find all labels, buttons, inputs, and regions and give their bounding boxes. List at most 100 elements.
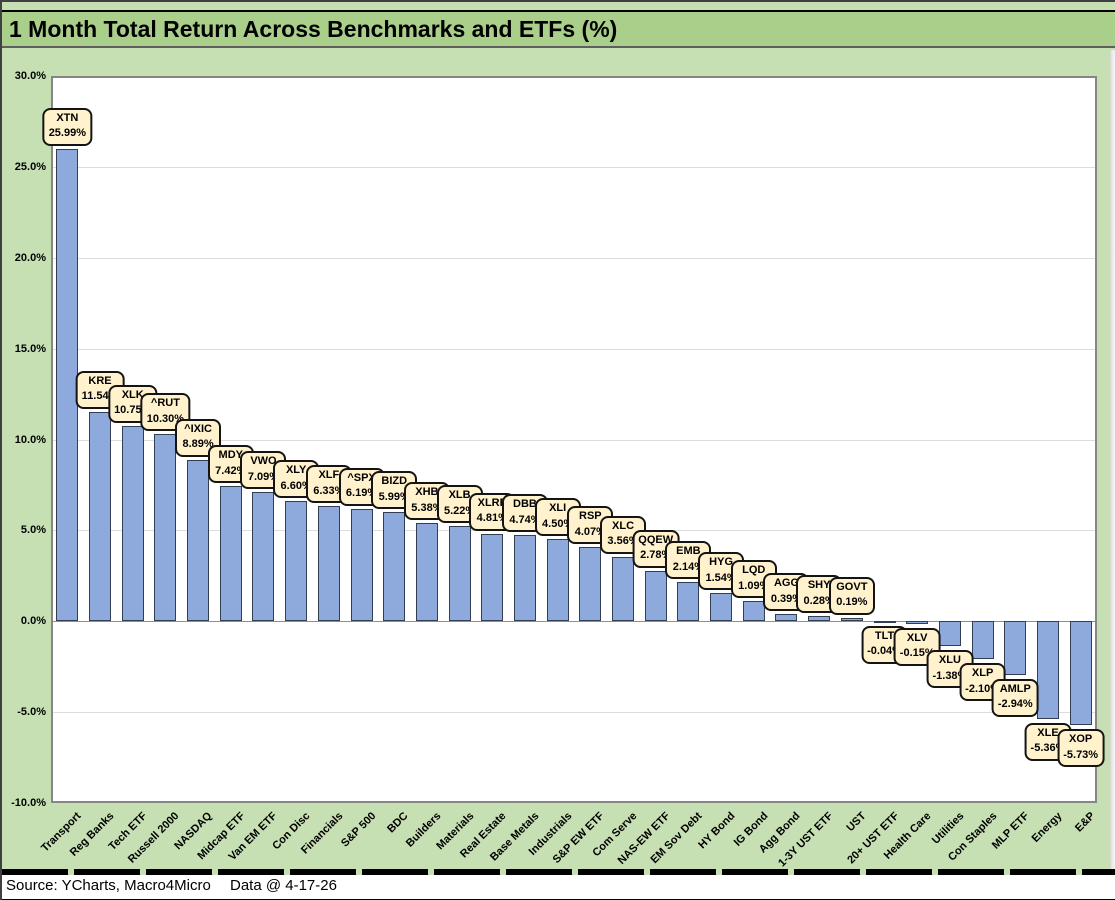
zero-axis-line bbox=[53, 621, 1095, 622]
footer-row: Source: YCharts, Macro4Micro Data @ 4-17… bbox=[2, 875, 1115, 899]
data-callout-GOVT: GOVT 0.19% bbox=[828, 576, 875, 615]
y-axis-tick-label: -10.0% bbox=[11, 797, 46, 809]
callout-value: 6.33% bbox=[313, 484, 345, 497]
callout-value: 2.78% bbox=[640, 549, 672, 562]
callout-value: 1.09% bbox=[738, 579, 770, 592]
y-axis-tick-label: 30.0% bbox=[14, 70, 46, 82]
bar-XLF bbox=[317, 506, 340, 622]
callout-value: -5.36% bbox=[1030, 742, 1066, 755]
bar-QQEW bbox=[644, 570, 667, 622]
callout-value: 1.54% bbox=[705, 571, 737, 584]
callout-ticker: HYG bbox=[709, 556, 734, 569]
callout-ticker: XLY bbox=[285, 464, 307, 477]
callout-ticker: RSP bbox=[579, 510, 602, 523]
y-axis-tick-label: 10.0% bbox=[14, 433, 46, 446]
gridline bbox=[53, 167, 1095, 168]
bar-KRE bbox=[89, 411, 112, 622]
callout-ticker: ^SPX bbox=[347, 471, 376, 484]
callout-ticker: XTN bbox=[56, 111, 79, 124]
bar-LQD bbox=[742, 601, 765, 622]
callout-value: 6.60% bbox=[280, 479, 312, 492]
bar-VWO bbox=[252, 492, 275, 622]
callout-ticker: EMB bbox=[676, 545, 701, 558]
bar-XLY bbox=[285, 501, 308, 622]
callout-ticker: XLV bbox=[906, 631, 928, 644]
callout-value: 0.19% bbox=[836, 596, 868, 609]
callout-ticker: XLB bbox=[448, 489, 471, 502]
bar-XLK bbox=[121, 425, 144, 622]
callout-ticker: XLK bbox=[121, 388, 144, 401]
callout-value: -2.94% bbox=[997, 698, 1033, 711]
bar-XLI bbox=[546, 539, 569, 622]
callout-value: 5.22% bbox=[443, 504, 476, 517]
data-callout-^IXIC: ^IXIC 8.89% bbox=[175, 418, 222, 457]
callout-ticker: KRE bbox=[88, 374, 112, 387]
bar-XLE bbox=[1036, 621, 1059, 719]
y-axis-tick-label: 20.0% bbox=[14, 251, 46, 264]
bar-XLP bbox=[971, 621, 994, 660]
data-callout-QQEW: QQEW 2.78% bbox=[632, 529, 680, 568]
gridline bbox=[53, 440, 1095, 441]
callout-value: -0.15% bbox=[899, 647, 935, 660]
bar-XLV bbox=[906, 621, 929, 624]
bar-^RUT bbox=[154, 434, 177, 622]
y-axis-tick-label: -5.0% bbox=[17, 706, 46, 719]
callout-value: 2.14% bbox=[672, 560, 704, 573]
bar-RSP bbox=[579, 547, 602, 622]
callout-ticker: ^IXIC bbox=[184, 422, 212, 435]
callout-value: 7.09% bbox=[247, 470, 280, 483]
callout-value: 25.99% bbox=[48, 127, 86, 140]
cell-border-row bbox=[2, 869, 1115, 875]
callout-ticker: XLI bbox=[549, 502, 567, 515]
bar-^SPX bbox=[350, 508, 373, 622]
callout-ticker: LQD bbox=[742, 564, 766, 577]
bar-XLC bbox=[612, 556, 635, 622]
bar-^IXIC bbox=[187, 459, 210, 622]
data-callout-XOP: XOP -5.73% bbox=[1057, 729, 1105, 768]
chart-title: 1 Month Total Return Across Benchmarks a… bbox=[9, 15, 618, 42]
callout-ticker: XOP bbox=[1069, 733, 1093, 746]
callout-value: -2.10% bbox=[965, 682, 1001, 695]
bar-TLT bbox=[873, 621, 896, 624]
callout-ticker: XHB bbox=[415, 486, 439, 499]
bar-MDY bbox=[219, 486, 242, 622]
callout-ticker: XLRE bbox=[477, 496, 507, 509]
bar-XLU bbox=[938, 621, 961, 647]
callout-ticker: SHY bbox=[807, 579, 831, 592]
plot-area bbox=[51, 76, 1097, 803]
bar-EMB bbox=[677, 582, 700, 622]
callout-ticker: MDY bbox=[218, 449, 243, 462]
callout-ticker: TLT bbox=[874, 629, 895, 642]
callout-value: 3.56% bbox=[607, 535, 639, 548]
callout-ticker: XLP bbox=[971, 667, 994, 680]
callout-value: 0.28% bbox=[803, 594, 835, 607]
callout-value: 6.19% bbox=[345, 487, 378, 500]
bar-AMLP bbox=[1004, 621, 1027, 675]
callout-ticker: ^RUT bbox=[150, 397, 180, 410]
bar-AGG bbox=[775, 614, 798, 622]
callout-value: -0.04% bbox=[867, 645, 902, 658]
y-axis-tick-label: 5.0% bbox=[20, 524, 46, 537]
callout-ticker: XLU bbox=[938, 654, 961, 667]
callout-ticker: DBB bbox=[513, 498, 537, 511]
data-callout-XTN: XTN 25.99% bbox=[42, 107, 92, 146]
data-callout-AMLP: AMLP -2.94% bbox=[991, 678, 1039, 717]
callout-value: -1.38% bbox=[932, 669, 968, 682]
gridline bbox=[53, 712, 1095, 713]
callout-ticker: AGG bbox=[773, 577, 799, 590]
callout-value: 5.99% bbox=[378, 490, 410, 503]
callout-ticker: GOVT bbox=[836, 580, 868, 593]
data-date-text: Data @ 4-17-26 bbox=[230, 877, 337, 894]
callout-value: 5.38% bbox=[411, 501, 443, 514]
y-axis-tick-label: 0.0% bbox=[20, 615, 46, 628]
y-axis-tick-label: 15.0% bbox=[14, 342, 46, 355]
sheet-edge-strip bbox=[1109, 50, 1115, 869]
callout-value: 0.39% bbox=[770, 592, 803, 605]
bar-SHY bbox=[808, 616, 831, 622]
callout-ticker: XLF bbox=[318, 469, 340, 482]
callout-ticker: VWO bbox=[250, 455, 277, 468]
bar-BIZD bbox=[383, 512, 406, 622]
callout-value: -5.73% bbox=[1063, 748, 1099, 761]
bar-XOP bbox=[1069, 621, 1092, 726]
